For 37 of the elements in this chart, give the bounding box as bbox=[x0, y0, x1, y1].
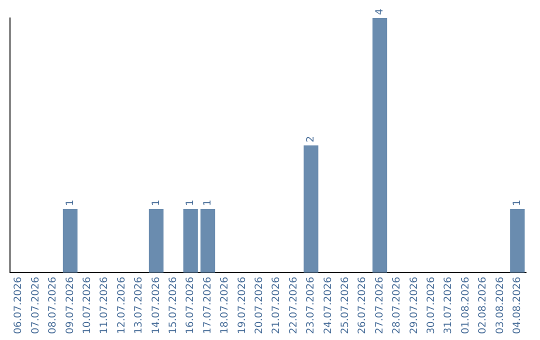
x-tick-label: 31.07.2026 bbox=[443, 276, 454, 334]
data-label: 1 bbox=[185, 200, 196, 206]
data-label: 1 bbox=[150, 200, 162, 206]
x-tick-label: 07.07.2026 bbox=[30, 276, 42, 334]
x-tick-label: 12.07.2026 bbox=[116, 276, 128, 334]
x-tick-label: 02.08.2026 bbox=[478, 276, 489, 334]
x-tick-label: 23.07.2026 bbox=[306, 276, 317, 334]
x-tick-label: 24.07.2026 bbox=[322, 276, 334, 334]
x-tick-label: 03.08.2026 bbox=[494, 276, 506, 334]
x-tick-label: 28.07.2026 bbox=[392, 276, 403, 334]
x-tick-label: 04.08.2026 bbox=[512, 276, 523, 334]
x-tick-label: 20.07.2026 bbox=[254, 276, 265, 334]
x-tick-label: 27.07.2026 bbox=[374, 276, 386, 334]
x-tick-label: 30.07.2026 bbox=[426, 276, 437, 334]
x-tick-label: 10.07.2026 bbox=[82, 276, 93, 334]
x-tick-label: 17.07.2026 bbox=[202, 276, 214, 334]
x-tick-label: 13.07.2026 bbox=[134, 276, 145, 334]
data-label: 2 bbox=[306, 136, 317, 142]
x-tick-label: 15.07.2026 bbox=[168, 276, 179, 334]
x-tick-label: 09.07.2026 bbox=[64, 276, 76, 334]
x-tick-label: 01.08.2026 bbox=[460, 276, 472, 334]
data-label: 1 bbox=[202, 200, 214, 206]
x-tick-label: 21.07.2026 bbox=[271, 276, 282, 334]
x-tick-label: 11.07.2026 bbox=[99, 276, 110, 334]
x-tick-label: 26.07.2026 bbox=[357, 276, 368, 334]
x-tick-label: 14.07.2026 bbox=[150, 276, 162, 334]
data-label: 1 bbox=[64, 200, 76, 206]
x-tick-label: 25.07.2026 bbox=[340, 276, 351, 334]
x-tick-label: 29.07.2026 bbox=[408, 276, 420, 334]
data-label: 4 bbox=[374, 8, 386, 15]
x-tick-label: 18.07.2026 bbox=[220, 276, 231, 334]
x-tick-label: 08.07.2026 bbox=[48, 276, 59, 334]
x-tick-label: 22.07.2026 bbox=[288, 276, 300, 334]
data-label: 1 bbox=[512, 200, 523, 206]
x-tick-label: 19.07.2026 bbox=[236, 276, 248, 334]
x-tick-label: 06.07.2026 bbox=[13, 276, 24, 334]
x-tick-label: 16.07.2026 bbox=[185, 276, 196, 334]
